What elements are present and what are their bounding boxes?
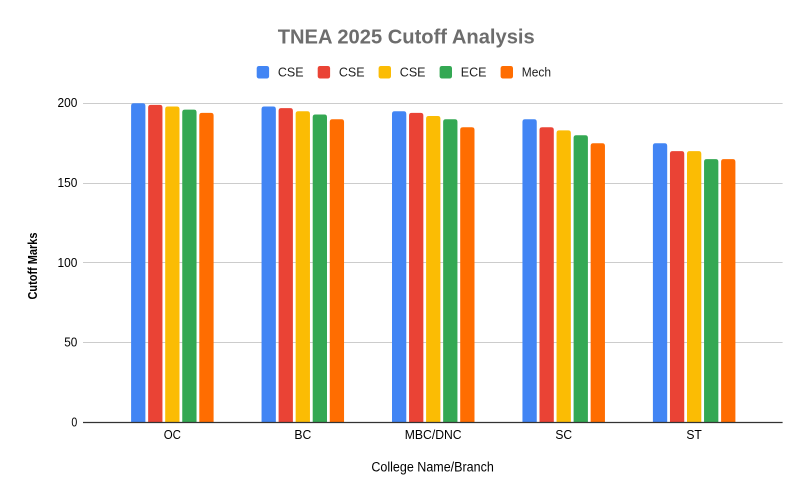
- svg-text:150: 150: [58, 176, 78, 190]
- svg-text:200: 200: [58, 96, 78, 110]
- svg-text:0: 0: [71, 415, 77, 429]
- svg-text:CSE: CSE: [339, 65, 365, 79]
- svg-text:CSE: CSE: [278, 65, 304, 79]
- svg-text:College Name/Branch: College Name/Branch: [371, 459, 494, 474]
- svg-text:MBC/DNC: MBC/DNC: [405, 427, 462, 442]
- svg-text:OC: OC: [164, 427, 181, 442]
- svg-text:BC: BC: [294, 427, 311, 442]
- svg-text:Cutoff Marks: Cutoff Marks: [26, 232, 40, 299]
- svg-text:CSE: CSE: [400, 65, 426, 79]
- svg-text:ECE: ECE: [461, 65, 487, 79]
- svg-text:TNEA 2025 Cutoff Analysis: TNEA 2025 Cutoff Analysis: [278, 27, 535, 49]
- svg-text:Mech: Mech: [522, 65, 551, 79]
- svg-text:SC: SC: [555, 427, 572, 442]
- svg-text:ST: ST: [686, 427, 702, 442]
- svg-text:50: 50: [64, 336, 77, 350]
- svg-text:100: 100: [58, 256, 78, 270]
